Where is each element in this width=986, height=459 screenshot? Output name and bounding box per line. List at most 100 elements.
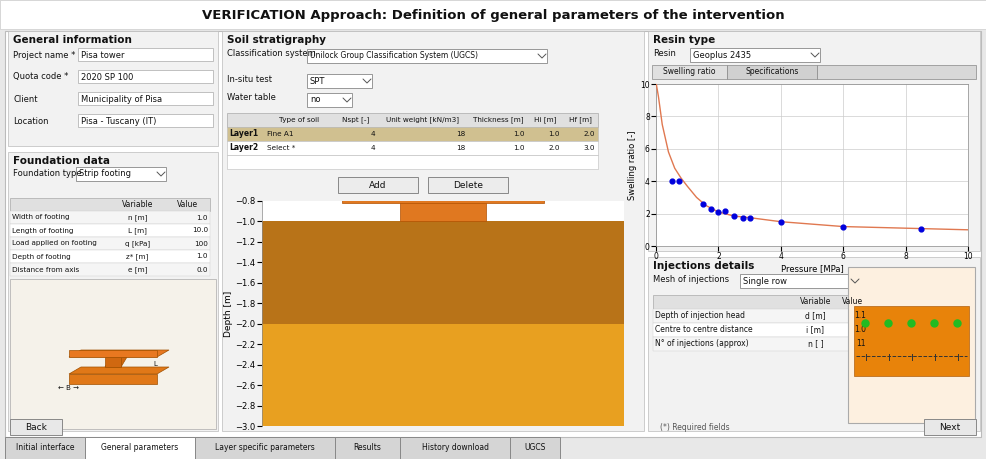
Bar [740, 274, 860, 288]
Point [835, 223, 851, 230]
Point [726, 213, 741, 220]
Text: Type of soil: Type of soil [279, 117, 319, 123]
Text: Centre to centre distance: Centre to centre distance [655, 325, 752, 335]
Text: no: no [310, 95, 320, 105]
Text: Select *: Select * [267, 145, 296, 151]
Bar [10, 237, 210, 250]
Text: Resin: Resin [653, 50, 675, 58]
Text: Quota code *: Quota code * [13, 73, 68, 82]
Bar [262, 221, 624, 324]
Point [741, 214, 757, 221]
Bar [690, 48, 820, 62]
Text: Classification system: Classification system [227, 50, 316, 58]
Text: Length of footing: Length of footing [12, 228, 74, 234]
Text: Layer1: Layer1 [229, 129, 258, 139]
Text: Load applied on footing: Load applied on footing [12, 241, 97, 246]
Text: e [m]: e [m] [128, 266, 147, 273]
Bar [335, 437, 400, 459]
Text: Variable: Variable [122, 200, 153, 209]
Bar [10, 211, 210, 224]
Point [913, 225, 929, 233]
Bar [5, 31, 981, 437]
Text: 1.0: 1.0 [196, 253, 208, 259]
Text: Client: Client [13, 95, 37, 103]
Bar [307, 93, 352, 107]
Text: UGCS: UGCS [525, 443, 545, 453]
Bar [307, 49, 547, 63]
Text: Layer specific parameters: Layer specific parameters [215, 443, 315, 453]
Bar [10, 224, 210, 237]
Text: 100: 100 [194, 241, 208, 246]
Bar [341, 191, 544, 203]
Text: 0.0: 0.0 [196, 267, 208, 273]
Text: Mesh of injections: Mesh of injections [653, 275, 729, 285]
Text: Back: Back [25, 422, 47, 431]
Bar [227, 155, 598, 169]
Polygon shape [105, 357, 127, 367]
Text: Unit weight [kN/m3]: Unit weight [kN/m3] [387, 117, 459, 123]
Bar [85, 437, 195, 459]
Bar [653, 323, 868, 337]
Text: ← B →: ← B → [58, 385, 80, 391]
Text: Hi [m]: Hi [m] [534, 117, 557, 123]
Text: In-situ test: In-situ test [227, 74, 272, 84]
Point [736, 214, 751, 222]
Text: z* [m]: z* [m] [126, 253, 149, 260]
Text: L: L [153, 361, 157, 367]
Text: Location: Location [13, 117, 48, 125]
Text: (*) Required fields: (*) Required fields [660, 422, 730, 431]
Point [671, 178, 687, 185]
Text: L [m]: L [m] [128, 227, 147, 234]
Text: n [m]: n [m] [128, 214, 147, 221]
Bar [69, 374, 157, 384]
Bar [648, 31, 980, 251]
Bar [854, 306, 969, 376]
Bar [653, 337, 868, 351]
Text: N° of injections (approx): N° of injections (approx) [655, 340, 748, 348]
Circle shape [885, 320, 892, 327]
Text: n [ ]: n [ ] [808, 340, 823, 348]
Text: Next: Next [940, 422, 960, 431]
Bar [69, 350, 157, 357]
Bar [0, 0, 986, 29]
Text: i [m]: i [m] [807, 325, 824, 335]
Text: Add: Add [369, 180, 387, 190]
Text: Geoplus 2435: Geoplus 2435 [693, 50, 751, 60]
Text: Specifications: Specifications [745, 67, 799, 77]
Bar [76, 167, 166, 181]
Text: General parameters: General parameters [102, 443, 178, 453]
Text: Variable: Variable [800, 297, 831, 307]
Text: Layer2: Layer2 [229, 144, 258, 152]
Text: Foundation data: Foundation data [13, 156, 110, 166]
Text: Thickness [m]: Thickness [m] [472, 117, 524, 123]
X-axis label: Pressure [MPa]: Pressure [MPa] [781, 264, 843, 273]
Bar [78, 114, 213, 127]
Bar [78, 48, 213, 61]
Text: Value: Value [176, 200, 198, 209]
Bar [10, 419, 62, 435]
Text: Pisa tower: Pisa tower [81, 50, 124, 60]
Text: Nspt [-]: Nspt [-] [342, 117, 369, 123]
Bar [10, 279, 216, 429]
Text: 4: 4 [371, 131, 375, 137]
Circle shape [954, 320, 961, 327]
Circle shape [908, 320, 915, 327]
Text: 1.0: 1.0 [854, 325, 866, 335]
Bar [78, 92, 213, 105]
Text: Water table: Water table [227, 94, 276, 102]
Text: Foundation type: Foundation type [13, 169, 82, 179]
Text: 10.0: 10.0 [192, 228, 208, 234]
Text: 11: 11 [857, 340, 866, 348]
Bar [10, 263, 210, 276]
Text: Depth of injection head: Depth of injection head [655, 312, 745, 320]
Bar [78, 70, 213, 83]
Text: 1.0: 1.0 [514, 131, 525, 137]
Text: 1.1: 1.1 [854, 312, 866, 320]
Text: General information: General information [13, 35, 132, 45]
Text: Distance from axis: Distance from axis [12, 267, 79, 273]
Point [703, 205, 719, 213]
Text: 4: 4 [371, 145, 375, 151]
Text: Results: Results [354, 443, 382, 453]
Point [695, 200, 711, 207]
Text: Hf [m]: Hf [m] [569, 117, 592, 123]
